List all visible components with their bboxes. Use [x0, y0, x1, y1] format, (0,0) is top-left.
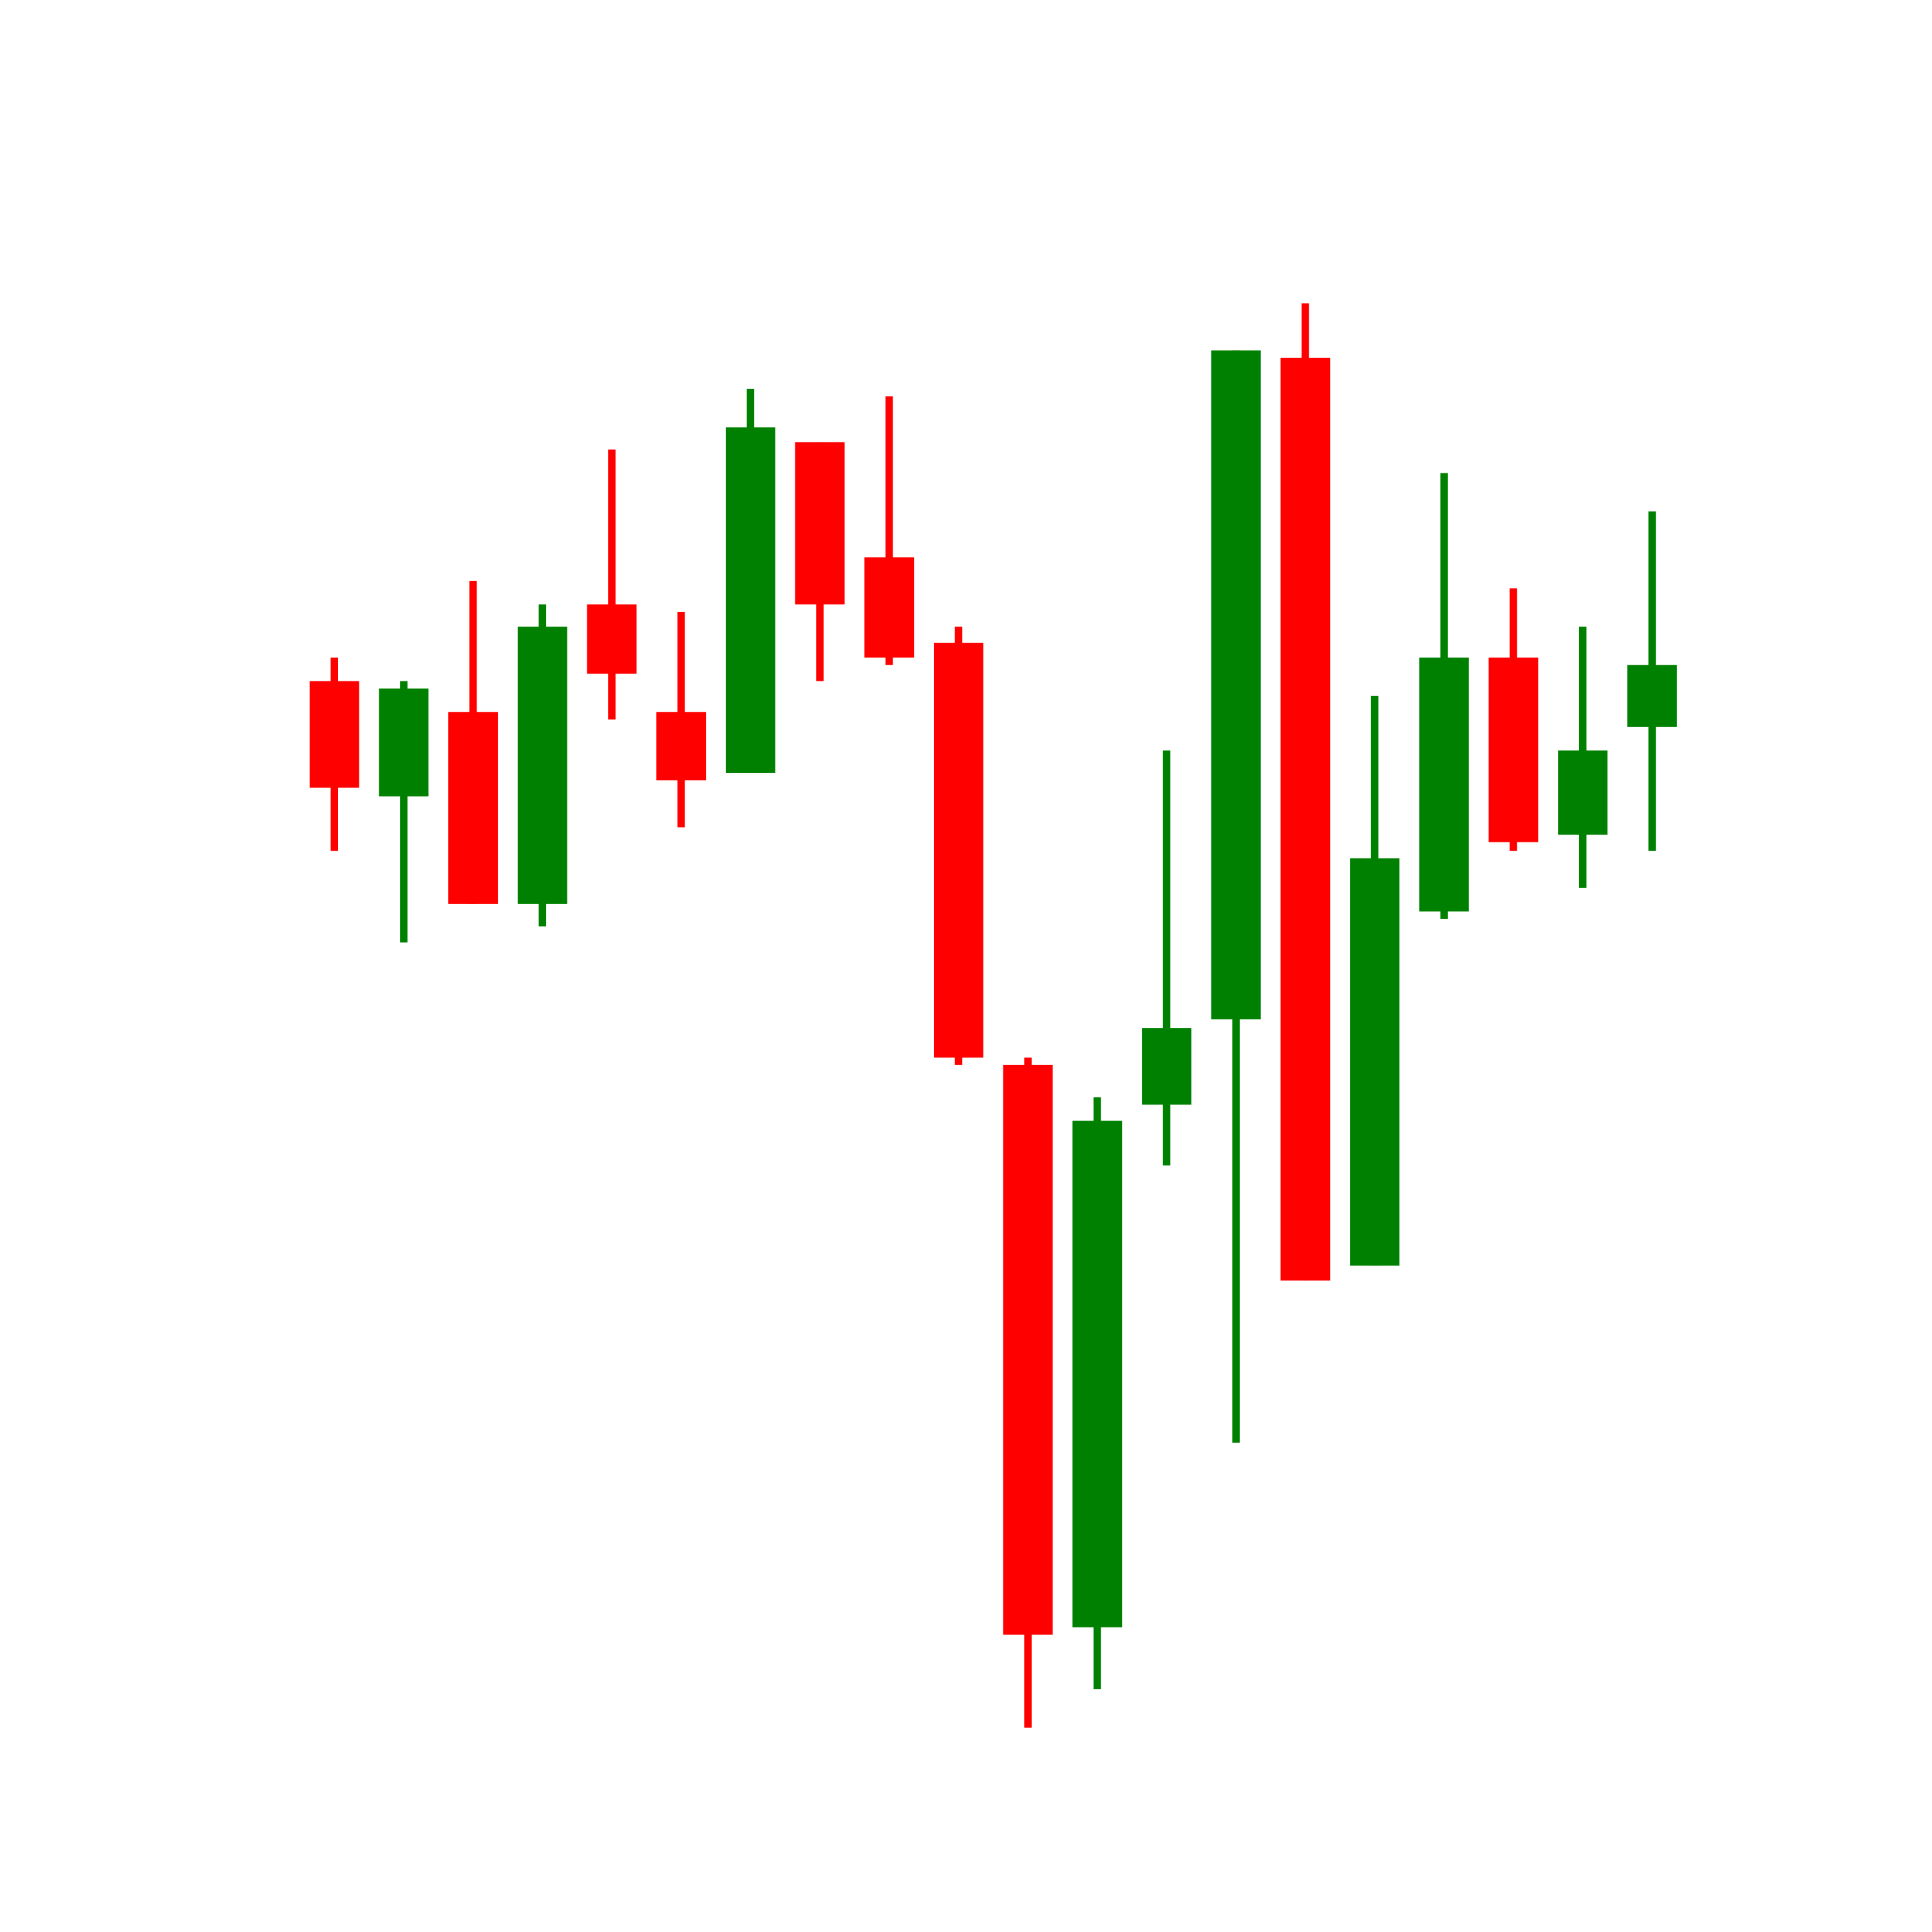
candle-body: [517, 627, 567, 904]
candle-body: [795, 442, 845, 605]
candle-wick: [886, 396, 893, 665]
candle-body: [1211, 350, 1261, 1019]
candle-body: [934, 643, 983, 1058]
candle-body: [379, 688, 429, 797]
candle-wick: [608, 450, 616, 720]
candle-wick: [1162, 750, 1171, 1166]
candle-body: [1003, 1065, 1053, 1635]
candle-body: [1419, 658, 1469, 912]
candle-body: [1350, 858, 1400, 1266]
candle-body: [448, 712, 498, 904]
candle-body: [1488, 658, 1539, 842]
candle-body: [1280, 357, 1331, 1281]
candle-body: [309, 681, 359, 788]
candle-body: [587, 604, 637, 674]
candle-body: [1072, 1121, 1122, 1627]
candle-wick: [400, 681, 408, 943]
candle-body: [1627, 665, 1677, 727]
candle-body: [1142, 1028, 1191, 1105]
candle-body: [656, 712, 706, 781]
candle-body: [1558, 750, 1608, 835]
candle-body: [864, 557, 914, 658]
candle-body: [725, 427, 775, 773]
